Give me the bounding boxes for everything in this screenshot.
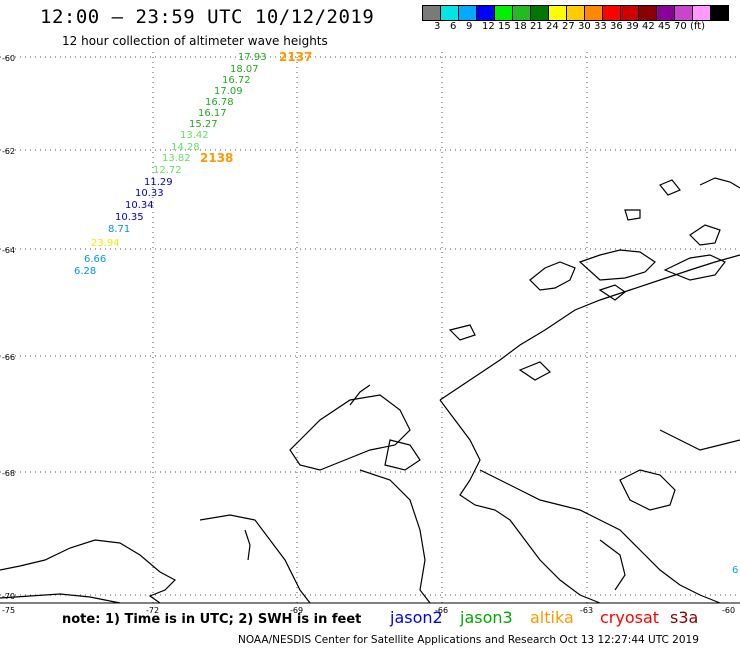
legend-label: (ft) [690, 21, 706, 32]
wave-height-reading: 10.34 [125, 200, 154, 211]
legend-label: 33 [594, 21, 607, 32]
legend-label: 42 [642, 21, 655, 32]
legend-swatch [710, 5, 729, 21]
footer-note: note: 1) Time is in UTC; 2) SWH is in fe… [62, 612, 362, 627]
legend-label: 6 [450, 21, 457, 32]
wave-height-reading: 16.78 [205, 97, 234, 108]
latitude-label: -66 [2, 353, 16, 362]
graticule [0, 52, 740, 603]
page-subtitle: 12 hour collection of altimeter wave hei… [62, 34, 328, 48]
latitude-label: -62 [2, 147, 16, 156]
wave-height-reading: 17.09 [214, 86, 243, 97]
wave-height-reading: 14.28 [171, 142, 200, 153]
legend-label: 18 [514, 21, 527, 32]
latitude-label: -70 [2, 592, 16, 601]
longitude-label: -60 [722, 606, 736, 615]
satellite-name-s3a: s3a [670, 608, 699, 627]
wave-height-reading: 23.94 [91, 238, 120, 249]
legend-label: 12 [482, 21, 495, 32]
legend-label: 30 [578, 21, 591, 32]
longitude-label: -72 [146, 606, 160, 615]
coastline [0, 177, 740, 604]
wave-height-reading: 8.71 [108, 224, 131, 235]
satellite-name-cryosat: cryosat [600, 608, 660, 627]
legend-label: 36 [610, 21, 623, 32]
legend-label: 27 [562, 21, 575, 32]
wave-height-reading: 6.66 [84, 254, 107, 265]
legend-label: 15 [498, 21, 511, 32]
legend-label: 21 [530, 21, 543, 32]
wave-height-reading: 15.27 [189, 119, 218, 130]
longitude-label: -75 [2, 606, 16, 615]
wave-height-reading: 18.07 [230, 64, 259, 75]
satellite-name-jason3: jason3 [460, 608, 513, 627]
latitude-label: -68 [2, 469, 16, 478]
wave-height-reading: 12.72 [153, 165, 182, 176]
legend-label: 9 [466, 21, 473, 32]
wave-height-reading: 11.29 [144, 177, 173, 188]
wave-height-reading: 10.33 [135, 188, 164, 199]
wave-height-reading: 13.42 [180, 130, 209, 141]
wave-height-reading: 17.93 [238, 52, 267, 63]
wave-height-reading: 16.72 [222, 75, 251, 86]
cycle-number-label: 2137 [279, 50, 313, 64]
color-legend [422, 5, 729, 21]
latitude-label: -64 [2, 246, 16, 255]
edge-wave-reading: 6 [732, 565, 739, 576]
longitude-label: -66 [435, 606, 449, 615]
longitude-label: -63 [580, 606, 594, 615]
satellite-name-altika: altika [530, 608, 574, 627]
wave-height-reading: 10.35 [115, 212, 144, 223]
cycle-number-label: 2138 [200, 151, 234, 165]
longitude-label: -69 [290, 606, 304, 615]
legend-label: 70 [674, 21, 687, 32]
satellite-name-jason2: jason2 [390, 608, 443, 627]
wave-height-reading: 6.28 [74, 266, 97, 277]
page-title: 12:00 – 23:59 UTC 10/12/2019 [40, 6, 375, 28]
legend-label: 39 [626, 21, 639, 32]
wave-height-reading: 13.82 [162, 153, 191, 164]
wave-height-reading: 16.17 [198, 108, 227, 119]
legend-label: 45 [658, 21, 671, 32]
legend-label: 3 [434, 21, 441, 32]
legend-label: 24 [546, 21, 559, 32]
footer-credit: NOAA/NESDIS Center for Satellite Applica… [238, 634, 699, 646]
latitude-label: -60 [2, 54, 16, 63]
